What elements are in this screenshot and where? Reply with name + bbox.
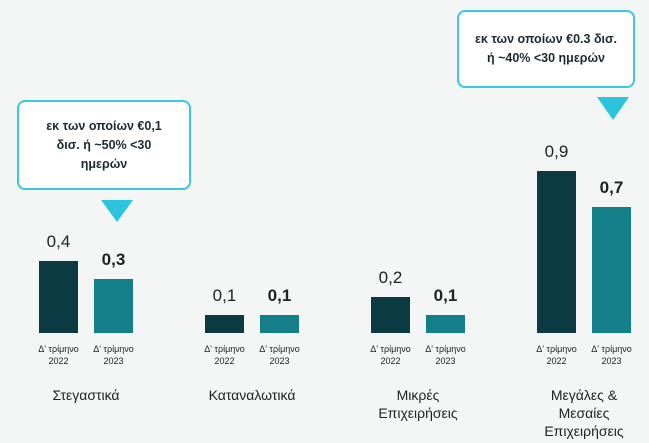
series-label: Δ' τρίμηνο 2022 bbox=[370, 344, 411, 366]
callout: εκ των οποίων €0.3 δισ. ή ~40% <30 ημερώ… bbox=[457, 10, 635, 88]
series-label: Δ' τρίμηνο 2022 bbox=[38, 344, 79, 366]
value-label: 0,7 bbox=[600, 178, 624, 197]
series-label: Δ' τρίμηνο 2022 bbox=[204, 344, 245, 366]
series-label: Δ' τρίμηνο 2023 bbox=[425, 344, 466, 366]
value-label: 0,4 bbox=[47, 232, 71, 251]
bar bbox=[537, 171, 576, 333]
category-label: Μικρές Επιχειρήσεις bbox=[378, 387, 458, 421]
series-label: Δ' τρίμηνο 2022 bbox=[536, 344, 577, 366]
category-label: Στεγαστικά bbox=[52, 387, 120, 403]
bar bbox=[94, 279, 133, 333]
value-label: 0,2 bbox=[379, 268, 403, 287]
value-label: 0,1 bbox=[213, 286, 237, 305]
bar bbox=[205, 315, 244, 333]
value-label: 0,3 bbox=[102, 250, 126, 269]
bar bbox=[426, 315, 465, 333]
value-label: 0,1 bbox=[434, 286, 458, 305]
bar bbox=[39, 261, 78, 333]
category-label: Καταναλωτικά bbox=[208, 387, 296, 403]
callout: εκ των οποίων €0,1 δισ. ή ~50% <30 ημερώ… bbox=[17, 100, 191, 190]
callout-arrow bbox=[597, 97, 629, 120]
bar bbox=[371, 297, 410, 333]
category-label: Μεγάλες & Μεσαίες Επιχειρήσεις bbox=[544, 387, 624, 439]
bar bbox=[260, 315, 299, 333]
value-label: 0,1 bbox=[268, 286, 292, 305]
series-label: Δ' τρίμηνο 2023 bbox=[93, 344, 134, 366]
series-label: Δ' τρίμηνο 2023 bbox=[591, 344, 632, 366]
value-label: 0,9 bbox=[545, 142, 569, 161]
callout-arrow bbox=[101, 200, 133, 222]
series-label: Δ' τρίμηνο 2023 bbox=[259, 344, 300, 366]
bar bbox=[592, 207, 631, 333]
